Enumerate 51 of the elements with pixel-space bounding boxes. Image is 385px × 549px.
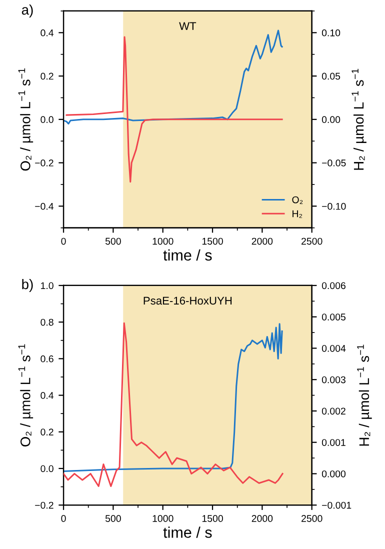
y2-tick-label: 0.10 [322, 29, 340, 36]
x-tick-label: 500 [105, 515, 121, 522]
line-series [66, 36, 283, 183]
text: PsaE-16-HoxUYH [144, 296, 232, 305]
y2-tick-label: 0.000 [322, 470, 346, 478]
y-tick-label: 0.0 [40, 116, 54, 124]
x-axis-title: time / s [163, 526, 212, 538]
y-tick-label: 0.8 [40, 318, 54, 326]
y2-tick-label: 0.001 [322, 439, 346, 446]
y-tick-label: 0.6 [40, 355, 54, 362]
y2-tick-label: 0.005 [322, 314, 346, 320]
y-tick-label: 1.0 [41, 282, 54, 290]
x-tick-label: 500 [105, 238, 121, 245]
x-tick-label: 2000 [252, 515, 273, 522]
text: a) [22, 4, 33, 18]
y-axis-title: O₂ / µmol L$^{−1}$ s$^{−1}$ [18, 344, 34, 446]
y-tick-label: −0.2 [35, 160, 54, 166]
x-tick-label: 2500 [302, 238, 322, 245]
x-tick-label: 1000 [152, 238, 174, 245]
y2-tick-label: −0.05 [322, 160, 346, 166]
y2-tick-label: 0.002 [322, 408, 346, 415]
y2-tick-label: 0.05 [322, 72, 340, 80]
x-tick-label: 0 [61, 238, 66, 245]
line-series [64, 30, 283, 125]
y2-tick-label: 0.006 [322, 282, 346, 290]
y2-axis-title: H₂ / µmol L$^{−1}$ s$^{−1}$ [357, 344, 372, 446]
x-tick-label: 0 [61, 515, 66, 522]
x-tick-label: 1500 [202, 238, 223, 245]
y2-tick-label: 0.003 [322, 376, 346, 384]
x-tick-label: 2000 [252, 238, 273, 245]
y-tick-label: 0.2 [40, 72, 54, 80]
y-tick-label: −0.4 [35, 202, 54, 210]
y2-tick-label: 0.00 [322, 116, 340, 124]
text: WT [179, 22, 196, 30]
y-tick-label: 0.4 [40, 29, 54, 36]
y2-tick-label: 0.004 [322, 344, 346, 352]
x-tick-label: 1500 [202, 515, 223, 522]
x-tick-label: 1000 [152, 515, 174, 522]
y2-axis-title: H₂ / µmol L$^{−1}$ s$^{−1}$ [352, 68, 366, 170]
x-tick-label: 2500 [302, 515, 322, 522]
y-tick-label: 0.2 [40, 428, 54, 436]
legend-label: O₂ [292, 196, 303, 204]
y-tick-label: −0.2 [35, 502, 54, 509]
y-tick-label: 0.0 [40, 465, 54, 472]
x-axis-title: time / s [163, 249, 212, 261]
y-axis-title: O₂ / µmol L$^{−1}$ s$^{−1}$ [18, 68, 34, 171]
y2-tick-label: −0.001 [322, 502, 352, 509]
y-tick-label: 0.4 [40, 392, 54, 399]
y2-tick-label: −0.10 [322, 202, 346, 210]
legend-label: H₂ [292, 210, 302, 218]
text: b) [22, 279, 33, 292]
